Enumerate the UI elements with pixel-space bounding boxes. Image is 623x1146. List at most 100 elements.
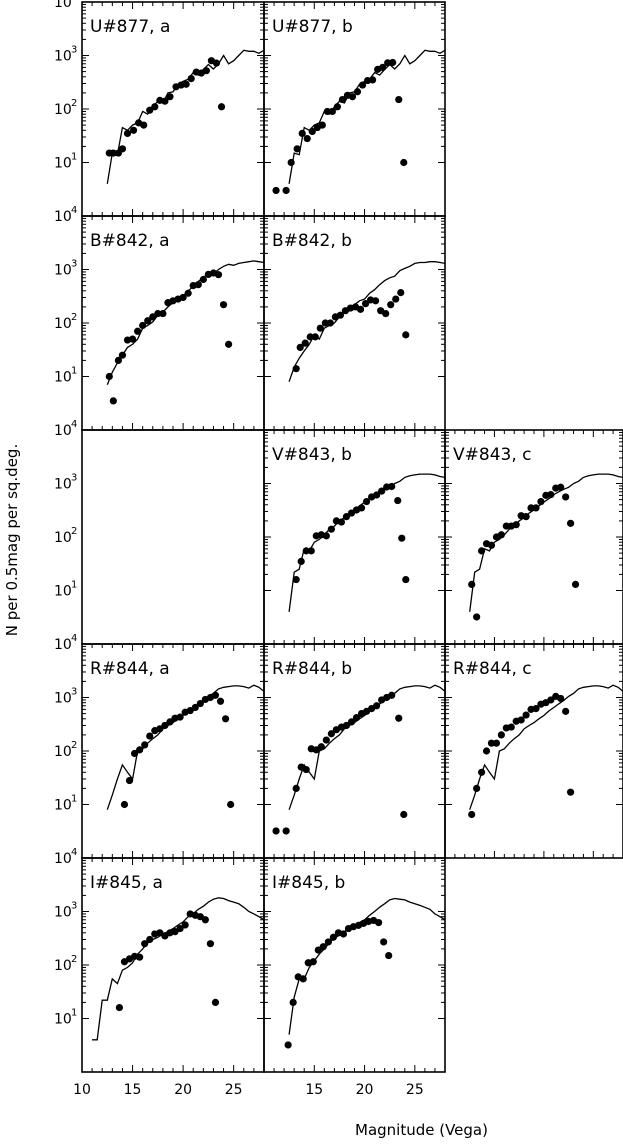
data-point <box>402 575 410 584</box>
model-curve <box>288 261 445 382</box>
data-point <box>120 800 129 809</box>
y-tick-label: 10 <box>54 102 72 118</box>
data-point <box>161 97 169 105</box>
panel-title: U#877, a <box>90 17 170 37</box>
data-point <box>296 343 304 351</box>
data-point <box>361 300 370 308</box>
y-tick-exponent: 4 <box>71 419 77 430</box>
y-tick-exponent: 2 <box>71 954 77 965</box>
data-point <box>473 613 481 621</box>
y-tick-exponent: 4 <box>71 205 77 216</box>
x-tick-label: 20 <box>174 1082 192 1098</box>
data-point <box>146 935 154 944</box>
panel: U#877, b <box>263 2 446 216</box>
panel: R#844, b <box>263 644 446 858</box>
y-tick-label: 10 <box>54 851 72 867</box>
y-tick-label: 10 <box>54 156 72 172</box>
data-point <box>292 784 300 792</box>
data-point <box>394 496 402 505</box>
data-point <box>373 702 381 710</box>
y-tick-exponent: 1 <box>71 580 77 591</box>
panel: I#845, a <box>81 858 265 1072</box>
data-point <box>307 547 315 555</box>
data-point <box>329 933 337 941</box>
data-point <box>187 75 195 83</box>
y-tick-exponent: 3 <box>71 45 77 56</box>
data-point <box>487 541 496 549</box>
y-tick-label: 10 <box>54 423 72 439</box>
data-point <box>225 340 233 348</box>
data-point <box>298 129 306 137</box>
data-point <box>115 1003 124 1012</box>
model-curve <box>288 49 445 184</box>
y-tick-exponent: 3 <box>71 687 77 698</box>
y-tick-exponent: 2 <box>71 740 77 751</box>
y-tick-label: 10 <box>54 798 72 814</box>
data-point <box>522 513 530 521</box>
data-point <box>557 694 565 703</box>
y-tick-label: 10 <box>54 0 72 11</box>
data-point <box>477 547 486 555</box>
data-point <box>181 921 189 929</box>
data-point <box>392 295 400 303</box>
data-point <box>357 504 366 512</box>
data-point <box>497 531 505 539</box>
data-point <box>139 321 147 330</box>
data-point <box>166 718 174 726</box>
data-point <box>402 331 410 339</box>
y-tick-exponent: 4 <box>71 0 77 2</box>
model-curve <box>106 260 264 386</box>
data-point <box>176 713 184 721</box>
data-point <box>326 319 334 327</box>
data-point <box>342 513 351 521</box>
y-tick-label: 10 <box>54 584 72 600</box>
data-point <box>389 58 397 67</box>
data-point <box>319 943 327 951</box>
panels-group: 1011021031041011021031041011021031041011… <box>54 0 623 1073</box>
data-point <box>297 557 305 565</box>
data-point <box>303 134 311 143</box>
data-point <box>468 580 476 589</box>
data-point <box>318 121 326 129</box>
data-point <box>284 1041 292 1049</box>
data-point <box>487 739 496 747</box>
y-tick-label: 10 <box>54 637 72 653</box>
data-point <box>369 76 377 84</box>
data-point <box>144 317 152 325</box>
model-curve <box>288 473 445 612</box>
panel: V#843, b <box>263 430 446 644</box>
data-point <box>327 730 335 738</box>
data-point <box>146 732 154 740</box>
x-axis-label: Magnitude (Vega) <box>355 1121 488 1139</box>
data-point <box>352 714 361 722</box>
data-point <box>299 975 307 983</box>
data-point <box>227 800 235 809</box>
data-point <box>191 703 199 712</box>
data-point <box>114 356 122 364</box>
y-tick-label: 10 <box>54 370 72 386</box>
y-tick-exponent: 3 <box>71 259 77 270</box>
data-point <box>372 297 380 305</box>
panel-title: B#842, a <box>90 231 170 251</box>
data-point <box>221 715 230 723</box>
y-tick-label: 10 <box>54 263 72 279</box>
data-point <box>202 67 210 75</box>
model-curve <box>469 684 623 810</box>
data-point <box>105 372 113 381</box>
data-point <box>301 339 309 347</box>
data-point <box>482 747 491 755</box>
data-point <box>159 309 167 318</box>
panel: I#845, b <box>263 858 446 1072</box>
data-point <box>507 723 515 731</box>
data-point <box>146 106 154 114</box>
panel: B#842, a <box>81 216 265 430</box>
x-tick-label: 10 <box>73 1082 91 1098</box>
y-tick-exponent: 4 <box>71 847 77 858</box>
data-point <box>219 301 228 309</box>
panel: B#842, b <box>263 216 446 430</box>
data-point <box>201 916 209 924</box>
data-point <box>337 518 346 526</box>
data-point <box>161 721 169 730</box>
data-point <box>199 275 207 284</box>
data-point <box>308 127 316 136</box>
